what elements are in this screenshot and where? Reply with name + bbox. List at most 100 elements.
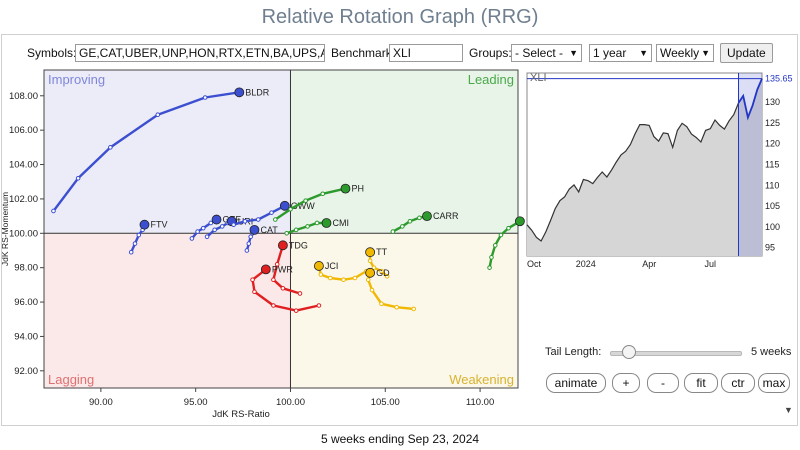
max-button[interactable]: max [758, 373, 790, 393]
animate-button[interactable]: animate [546, 373, 606, 393]
tail-point [293, 227, 299, 233]
tail-point [506, 225, 511, 231]
quadrant-lagging [44, 233, 291, 388]
series-label: PH [351, 184, 364, 194]
tail-point [273, 217, 278, 222]
benchmark-line [526, 78, 763, 242]
groups-select-value: - Select - [515, 46, 564, 60]
benchmark-highlight-line [737, 78, 763, 121]
tail-point [255, 217, 261, 222]
tail-point [379, 268, 384, 274]
tail-point [492, 243, 498, 248]
chevron-down-icon: ▼ [569, 48, 578, 58]
groups-label: Groups: [469, 46, 512, 60]
tail-point [407, 218, 413, 224]
fit-button[interactable]: fit [684, 373, 718, 393]
tail-point [252, 289, 257, 295]
tail-point [293, 308, 299, 313]
groups-select[interactable]: - Select - ▼ [511, 44, 582, 62]
interval-select[interactable]: Weekly ▼ [656, 44, 714, 62]
rrg-tail-ftv: FTV [128, 219, 167, 255]
tail-point [128, 249, 134, 255]
tail-point [212, 227, 217, 233]
tail-point [411, 306, 417, 312]
interval-select-value: Weekly [660, 46, 700, 60]
head-point [279, 200, 290, 211]
benchmark-x-tick-label: 2024 [576, 259, 596, 269]
tail-point [250, 277, 255, 283]
rrg-tail-cmi: CMI [284, 218, 349, 236]
tail-point [417, 215, 422, 221]
tail-point [369, 287, 375, 293]
y-tick-label: 102.00 [9, 194, 38, 205]
head-point [314, 261, 324, 271]
tail-point [489, 255, 494, 260]
tail-point [303, 198, 308, 203]
benchmark-y-tick-label: 120 [765, 139, 780, 149]
period-select[interactable]: 1 year ▼ [589, 44, 652, 62]
tail-point [231, 222, 236, 228]
tail-length-handle[interactable] [622, 345, 636, 359]
series-label: CAT [260, 225, 278, 235]
tail-point [271, 303, 276, 308]
tail-length-value: 5 weeks [751, 346, 792, 358]
symbols-input[interactable]: GE,CAT,UBER,UNP,HON,RTX,ETN,BA,UPS,ADP,D [75, 44, 325, 62]
tail-point [244, 248, 250, 253]
x-tick-label: 105.00 [371, 397, 400, 408]
benchmark-y-tick-label: 105 [765, 201, 780, 211]
symbols-label: Symbols: [27, 46, 77, 60]
quadrant-label-leading: Leading [468, 72, 514, 87]
head-point [365, 267, 376, 278]
tail-point [248, 234, 253, 240]
head-point [234, 87, 245, 98]
benchmark-x-tick-label: Jul [705, 259, 717, 269]
zoom-in-button[interactable]: + [612, 373, 640, 393]
head-point [277, 240, 288, 251]
date-range-caption: 5 weeks ending Sep 23, 2024 [320, 432, 480, 446]
tail-point [394, 304, 399, 310]
scroll-down-icon[interactable]: ▼ [784, 405, 793, 415]
tail-point [108, 145, 113, 150]
tail-point [219, 224, 225, 229]
rrg-tail-gd: GD [365, 267, 417, 312]
tail-point [379, 301, 384, 307]
tail-length-slider[interactable] [610, 351, 742, 356]
head-point [514, 216, 525, 227]
rrg-tail-carr: CARR [390, 211, 459, 234]
benchmark-title: XLI [530, 72, 547, 84]
x-axis-title: JdK RS-Ratio [212, 409, 270, 420]
tail-point [384, 273, 390, 279]
rrg-tail-pwr: PWR [250, 264, 322, 313]
quadrant-weakening [290, 233, 518, 388]
chevron-down-icon: ▼ [701, 48, 710, 58]
tail-point [367, 258, 373, 264]
rrg-tail-tt: TT [365, 247, 390, 279]
quadrant-improving [44, 70, 291, 234]
plot-frame [43, 69, 519, 389]
head-point [340, 183, 351, 194]
head-point [365, 247, 376, 258]
tail-point [75, 175, 81, 181]
center-button[interactable]: ctr [721, 373, 755, 393]
series-label: GWW [291, 201, 315, 211]
tail-line [52, 91, 241, 213]
rrg-tail-gww: GWW [231, 200, 315, 228]
tail-point [318, 272, 324, 277]
benchmark-y-tick-label: 115 [765, 160, 779, 170]
tail-point [200, 225, 206, 231]
y-tick-label: 104.00 [9, 160, 38, 171]
y-tick-label: 100.00 [9, 228, 38, 239]
benchmark-y-tick-label: 130 [765, 97, 780, 107]
benchmark-y-tick-label: 125 [765, 118, 780, 128]
zoom-out-button[interactable]: - [647, 373, 679, 393]
tail-point [195, 229, 200, 234]
benchmark-input[interactable]: XLI [389, 44, 463, 62]
update-button[interactable]: Update [720, 43, 773, 63]
y-tick-label: 94.00 [14, 331, 38, 342]
tail-point [288, 206, 293, 212]
quadrant-label-weakening: Weakening [449, 372, 514, 387]
x-tick-label: 90.00 [89, 397, 113, 408]
series-label: FTV [150, 220, 167, 230]
tail-point [280, 286, 286, 291]
head-point [139, 219, 150, 230]
